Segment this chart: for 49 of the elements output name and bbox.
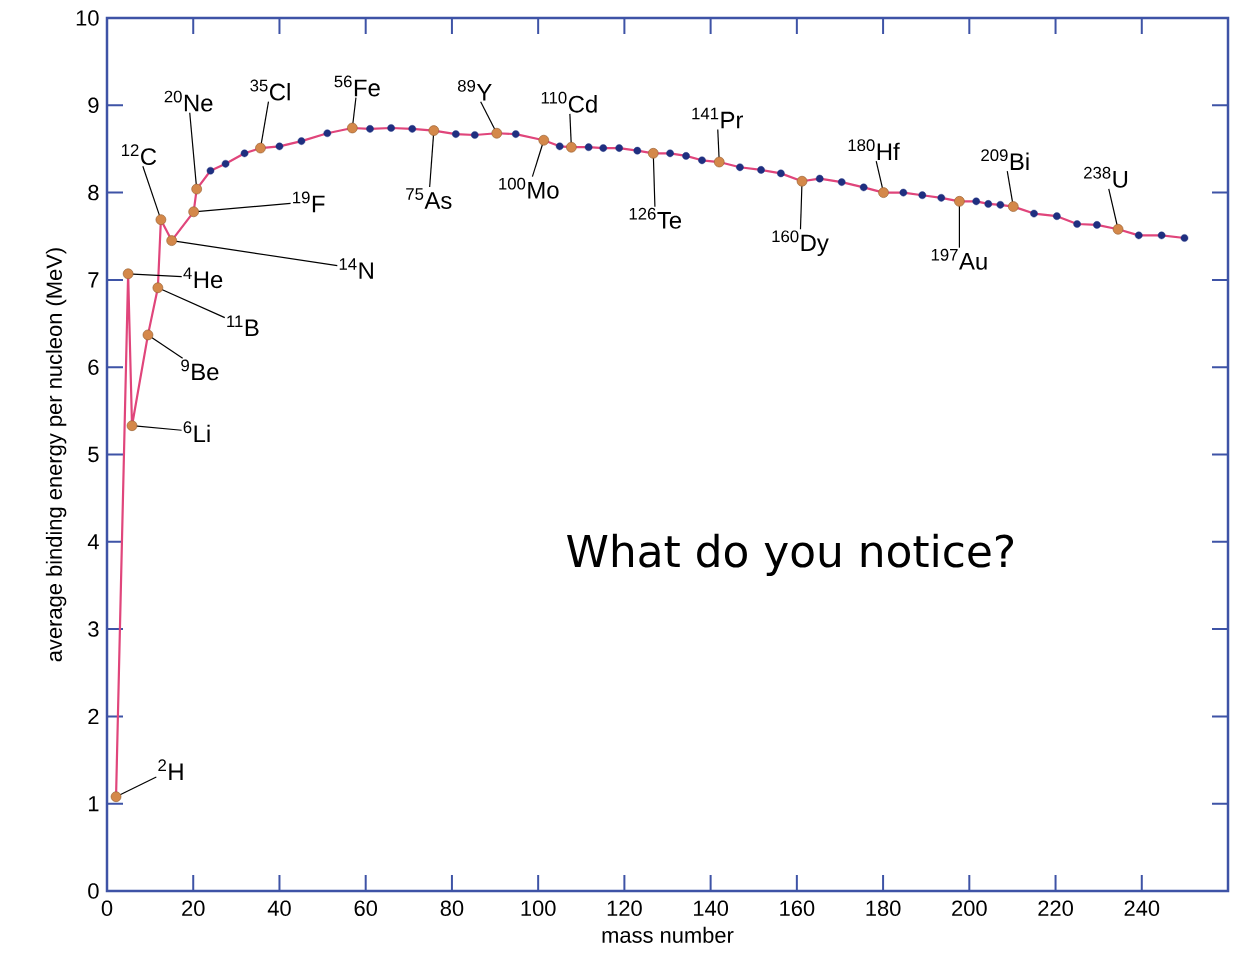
y-tick-label: 3: [88, 621, 99, 637]
y-tick-label: 5: [88, 446, 99, 463]
y-tick-label: 0: [88, 883, 99, 899]
x-tick-label: 80: [440, 900, 464, 917]
annotation: $^{160}$Dy: [772, 230, 829, 257]
y-tick-label: 10: [76, 10, 99, 26]
annotation: $^{2}$H: [158, 759, 183, 781]
x-tick-label: 60: [354, 900, 378, 917]
annotation: $^{126}$Te: [629, 207, 682, 229]
x-tick-label: 200: [952, 900, 987, 917]
annotation: $^{238}$U: [1084, 166, 1128, 188]
annotation: $^{180}$Hf: [848, 139, 900, 160]
annotation: $^{110}$Cd: [541, 91, 597, 113]
x-tick-label: 140: [694, 900, 729, 917]
annotation: $^{11}$B: [227, 315, 259, 337]
x-tick-label: 0: [101, 900, 113, 917]
y-tick-label: 8: [88, 184, 99, 201]
annotation: $^{19}$F: [293, 191, 325, 213]
x-tick-label: 20: [182, 900, 205, 917]
annotation: $^{12}$C: [121, 144, 157, 166]
annotation: $^{75}$As: [406, 188, 452, 209]
y-tick-label: 1: [88, 796, 99, 812]
x-tick-label: 40: [267, 900, 291, 917]
y-axis-title: average binding energy per nucleon (MeV): [45, 248, 67, 662]
x-tick-label: 100: [521, 900, 556, 917]
annotation: $^{197}$Au: [931, 248, 987, 270]
y-tick-label: 2: [88, 708, 99, 725]
x-tick-label: 120: [607, 900, 642, 917]
x-tick-label: 240: [1124, 900, 1160, 917]
annotation: $^{6}$Li: [183, 421, 210, 443]
y-tick-label: 4: [87, 534, 99, 550]
x-axis-title: mass number: [602, 926, 734, 943]
x-tick-label: 220: [1038, 900, 1073, 917]
x-tick-label: 160: [780, 900, 815, 917]
y-tick-label: 7: [88, 272, 99, 288]
annotation: $^{100}$Mo: [499, 177, 559, 199]
annotation: $^{209}$Bi: [981, 149, 1029, 170]
annotation: $^{9}$Be: [181, 359, 219, 381]
y-tick-label: 6: [88, 359, 99, 375]
annotation: $^{4}$He: [183, 267, 223, 289]
x-tick-label: 180: [866, 900, 901, 917]
annotation: What do you notice?: [567, 533, 1014, 577]
annotation: $^{20}$Ne: [164, 90, 213, 112]
annotation: $^{89}$Y: [457, 79, 492, 101]
annotation: $^{141}$Pr: [692, 107, 744, 129]
y-tick-label: 9: [88, 97, 99, 114]
annotation: $^{56}$Fe: [334, 75, 380, 97]
annotation: $^{14}$N: [339, 258, 373, 279]
annotation: $^{35}$Cl: [250, 79, 290, 101]
